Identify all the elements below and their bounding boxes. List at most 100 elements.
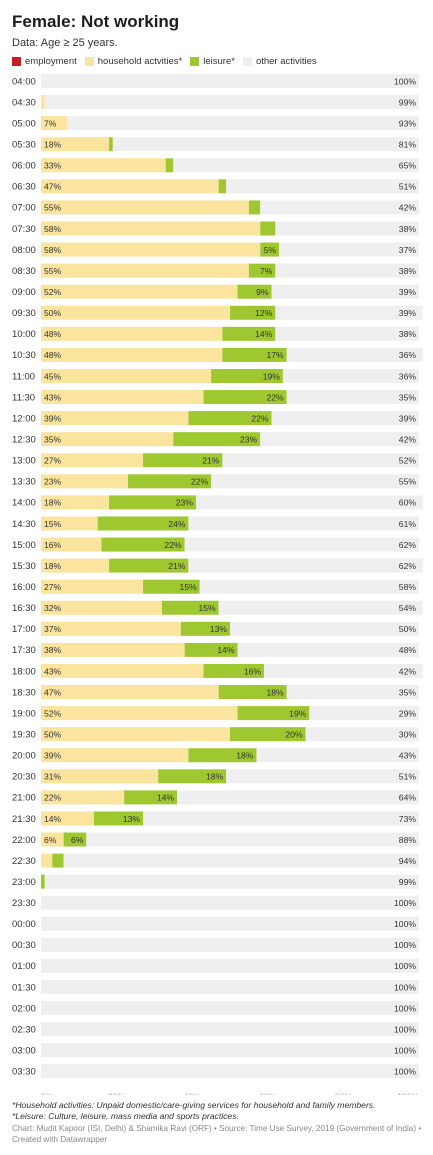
category-label: 07:30 — [12, 224, 36, 235]
bar-other — [226, 769, 419, 784]
data-label-household: 32% — [44, 603, 62, 613]
bar-leisure — [158, 769, 227, 784]
data-label-household: 15% — [44, 519, 62, 529]
bar-leisure — [218, 179, 227, 194]
data-label-leisure: 18% — [236, 751, 254, 761]
data-label-household: 33% — [44, 161, 62, 171]
category-label: 10:30 — [12, 350, 36, 361]
bar-other — [271, 284, 419, 299]
data-label-leisure: 20% — [285, 729, 303, 739]
category-label: 15:30 — [12, 561, 36, 572]
bar-other — [184, 537, 419, 552]
category-label: 02:00 — [12, 1003, 36, 1014]
data-label-leisure: 7% — [260, 266, 273, 276]
data-label-household: 27% — [44, 582, 62, 592]
data-label-other: 43% — [399, 751, 417, 761]
data-label-leisure: 22% — [164, 540, 182, 550]
x-tick-label: 60% — [259, 1091, 277, 1095]
data-label-household: 18% — [44, 561, 62, 571]
legend-item-leisure: leisure* — [190, 56, 235, 67]
data-label-household: 50% — [44, 729, 62, 739]
bar-other — [67, 116, 420, 131]
data-label-household: 52% — [44, 287, 62, 297]
data-label-household: 27% — [44, 456, 62, 466]
data-label-other: 94% — [399, 856, 417, 866]
bar-household — [41, 179, 219, 194]
data-label-leisure: 17% — [266, 350, 284, 360]
data-label-other: 62% — [399, 540, 417, 550]
bar-other — [211, 474, 419, 489]
category-label: 14:00 — [12, 498, 36, 509]
category-label: 14:30 — [12, 519, 36, 530]
data-label-household: 31% — [44, 772, 62, 782]
bar-leisure — [109, 495, 196, 510]
bar-other — [309, 706, 419, 721]
data-label-household: 39% — [44, 751, 62, 761]
category-label: 07:00 — [12, 203, 36, 214]
bar-other — [44, 874, 419, 889]
data-label-other: 39% — [399, 308, 417, 318]
category-label: 17:00 — [12, 624, 36, 635]
data-label-leisure: 21% — [168, 561, 186, 571]
category-label: 20:00 — [12, 751, 36, 762]
bar-other — [41, 980, 419, 995]
bar-household — [41, 116, 68, 131]
bar-other — [275, 221, 419, 236]
bar-household — [41, 832, 64, 847]
data-label-other: 62% — [399, 561, 417, 571]
data-label-leisure: 15% — [180, 582, 198, 592]
bar-household — [41, 305, 230, 320]
bar-other — [41, 1064, 419, 1079]
category-label: 19:30 — [12, 729, 36, 740]
data-label-leisure: 23% — [176, 498, 194, 508]
chart-title: Female: Not working — [12, 12, 180, 31]
bar-household — [41, 263, 249, 278]
data-label-other: 35% — [399, 392, 417, 402]
category-label: 09:00 — [12, 287, 36, 298]
bar-leisure — [188, 748, 257, 763]
data-label-other: 39% — [399, 413, 417, 423]
bar-leisure — [165, 158, 174, 173]
bar-leisure — [93, 811, 144, 826]
data-label-leisure: 5% — [264, 245, 277, 255]
x-tick-label: 80% — [335, 1091, 353, 1095]
data-label-household: 58% — [44, 245, 62, 255]
x-tick-label: 100% — [397, 1091, 419, 1095]
bar-leisure — [260, 242, 280, 257]
bar-other — [143, 811, 419, 826]
bar-household — [41, 347, 223, 362]
data-label-other: 100% — [394, 982, 416, 992]
footnote-leisure: *Leisure: Culture, leisure, mass media a… — [12, 1111, 239, 1121]
data-label-household: 45% — [44, 371, 62, 381]
data-label-other: 35% — [399, 687, 417, 697]
data-label-household: 48% — [44, 350, 62, 360]
bar-household — [41, 411, 189, 426]
bar-other — [177, 790, 419, 805]
legend-label-household: household actvities* — [97, 56, 183, 67]
category-label: 00:00 — [12, 919, 36, 930]
data-label-household: 6% — [44, 835, 57, 845]
category-label: 04:30 — [12, 97, 36, 108]
bar-leisure — [248, 200, 261, 215]
data-label-leisure: 13% — [123, 814, 141, 824]
category-label: 03:30 — [12, 1067, 36, 1078]
data-label-other: 100% — [394, 940, 416, 950]
bar-other — [275, 263, 419, 278]
bar-household — [41, 853, 53, 868]
chart-subtitle: Data: Age ≥ 25 years. — [12, 37, 118, 49]
bar-other — [286, 347, 423, 362]
data-label-leisure: 19% — [263, 371, 281, 381]
bar-leisure — [97, 516, 189, 531]
data-label-other: 100% — [394, 1003, 416, 1013]
data-label-household: 58% — [44, 224, 62, 234]
bar-household — [41, 474, 128, 489]
data-label-household: 18% — [44, 498, 62, 508]
category-label: 22:00 — [12, 835, 36, 846]
bar-household — [41, 368, 212, 383]
data-label-other: 48% — [399, 645, 417, 655]
data-label-leisure: 13% — [210, 624, 228, 634]
data-label-other: 52% — [399, 456, 417, 466]
data-label-household: 52% — [44, 708, 62, 718]
category-label: 18:30 — [12, 687, 36, 698]
category-label: 06:00 — [12, 161, 36, 172]
